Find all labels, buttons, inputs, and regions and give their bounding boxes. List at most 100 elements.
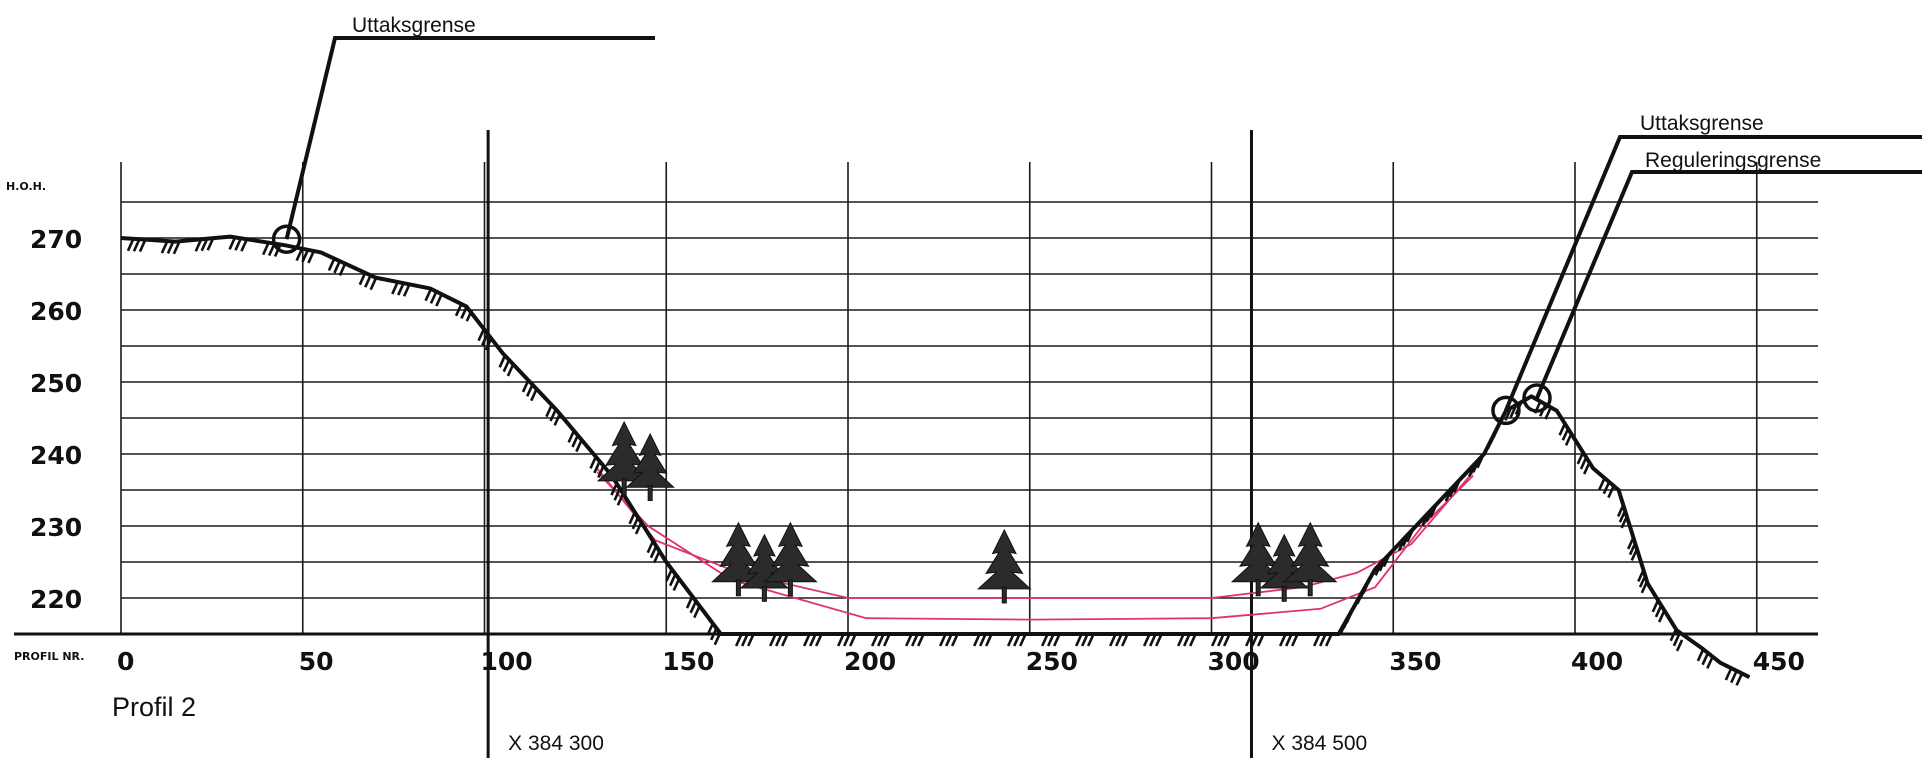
tree-trunk <box>647 485 653 501</box>
hatch-stroke <box>402 284 411 297</box>
hatch-stroke <box>1012 634 1021 647</box>
hatch-mark <box>1176 634 1197 647</box>
hatch-stroke <box>364 275 372 288</box>
hatch-stroke <box>904 634 913 647</box>
hatch-stroke <box>870 634 879 647</box>
hatch-stroke <box>685 596 694 609</box>
hatch-stroke <box>295 249 303 262</box>
y-tick-label: 270 <box>30 225 82 254</box>
tree-trunk <box>1001 586 1007 604</box>
hatch-stroke <box>1607 486 1615 499</box>
boundary-marker <box>271 224 302 254</box>
hatch-stroke <box>1114 634 1123 647</box>
hatch-mark <box>1356 581 1370 605</box>
hatch-mark <box>904 634 925 647</box>
callout-label: Uttaksgrense <box>1640 112 1764 135</box>
hatch-stroke <box>575 439 583 453</box>
hatch-stroke <box>649 546 658 559</box>
hatch-stroke <box>1397 539 1406 552</box>
hatch-mark <box>1278 634 1299 647</box>
x-tick-label: 250 <box>1026 647 1078 676</box>
tree-crown <box>976 528 1032 590</box>
hatch-stroke <box>160 241 169 254</box>
hatch-mark <box>589 456 605 479</box>
hatch-stroke <box>240 239 248 252</box>
hatch-mark <box>1421 505 1437 527</box>
tree-trunk <box>761 585 767 602</box>
x-tick-label: 450 <box>1753 647 1805 676</box>
x-tick-label: 50 <box>299 647 334 676</box>
hatch-stroke <box>525 384 534 397</box>
hatch-stroke <box>597 466 605 479</box>
hatch-mark <box>126 239 147 253</box>
boundary-marker <box>1491 395 1521 426</box>
hatch-stroke <box>1278 634 1287 647</box>
hatch-stroke <box>1657 610 1666 623</box>
hatch-mark <box>1074 634 1095 647</box>
hatch-mark <box>477 329 493 351</box>
x-tick-label: 400 <box>1571 647 1623 676</box>
hatch-stroke <box>802 634 811 647</box>
hatch-stroke <box>234 238 242 251</box>
tree-icon <box>976 528 1032 604</box>
hatch-stroke <box>1421 514 1429 527</box>
hatch-mark <box>685 596 701 619</box>
hatch-stroke <box>261 243 270 256</box>
hatch-stroke <box>1108 634 1117 647</box>
hatch-stroke <box>200 239 208 252</box>
boundary-marker <box>1522 383 1552 413</box>
hatch-mark <box>1558 423 1573 446</box>
hatch-stroke <box>1509 405 1517 418</box>
hatch-stroke <box>1651 600 1659 613</box>
hatch-stroke <box>1504 408 1512 421</box>
hatch-stroke <box>1701 653 1709 666</box>
hatch-stroke <box>1142 634 1151 647</box>
hatch-stroke <box>938 634 947 647</box>
hatch-stroke <box>484 338 493 351</box>
hatch-stroke <box>1216 634 1225 647</box>
hatch-stroke <box>1706 656 1714 669</box>
hatch-stroke <box>132 239 141 252</box>
hatch-stroke <box>1046 634 1055 647</box>
hatch-stroke <box>646 541 654 554</box>
hatch-mark <box>498 355 515 377</box>
tree-icon <box>763 521 818 597</box>
hatch-stroke <box>589 456 597 469</box>
hatch-stroke <box>593 461 601 474</box>
hatch-stroke <box>1318 634 1327 647</box>
hatch-stroke <box>206 238 214 251</box>
hatch-mark <box>1374 555 1391 576</box>
hatch-stroke <box>1188 634 1197 647</box>
hatch-mark <box>1040 634 1061 647</box>
hatch-stroke <box>333 261 341 274</box>
hatch-mark <box>972 634 993 647</box>
hatch-stroke <box>1040 634 1049 647</box>
hatch-stroke <box>616 493 625 506</box>
hatch-stroke <box>842 634 851 647</box>
hatch-mark <box>1339 611 1353 634</box>
hatch-stroke <box>1401 534 1410 547</box>
hatch-mark <box>454 304 473 322</box>
hatch-stroke <box>1222 634 1231 647</box>
hatch-stroke <box>689 601 697 614</box>
leader-line <box>1504 135 1922 412</box>
x-tick-label: 150 <box>662 647 714 676</box>
hatch-mark <box>665 569 680 592</box>
hatch-stroke <box>1637 569 1645 582</box>
hatch-mark <box>1142 634 1163 647</box>
hatch-stroke <box>665 569 673 582</box>
hatch-mark <box>628 512 643 535</box>
hatch-stroke <box>768 634 777 647</box>
hatch-stroke <box>1444 489 1452 502</box>
hatch-stroke <box>1250 634 1259 647</box>
hatch-stroke <box>876 634 885 647</box>
hatch-stroke <box>916 634 925 647</box>
hatch-stroke <box>307 251 315 264</box>
tree-trunk <box>787 579 793 597</box>
y-tick-label: 260 <box>30 297 82 326</box>
callout-label: Uttaksgrense <box>352 14 476 37</box>
hatch-stroke <box>1492 426 1500 439</box>
hatch-stroke <box>1176 634 1185 647</box>
hatch-mark <box>938 634 959 647</box>
